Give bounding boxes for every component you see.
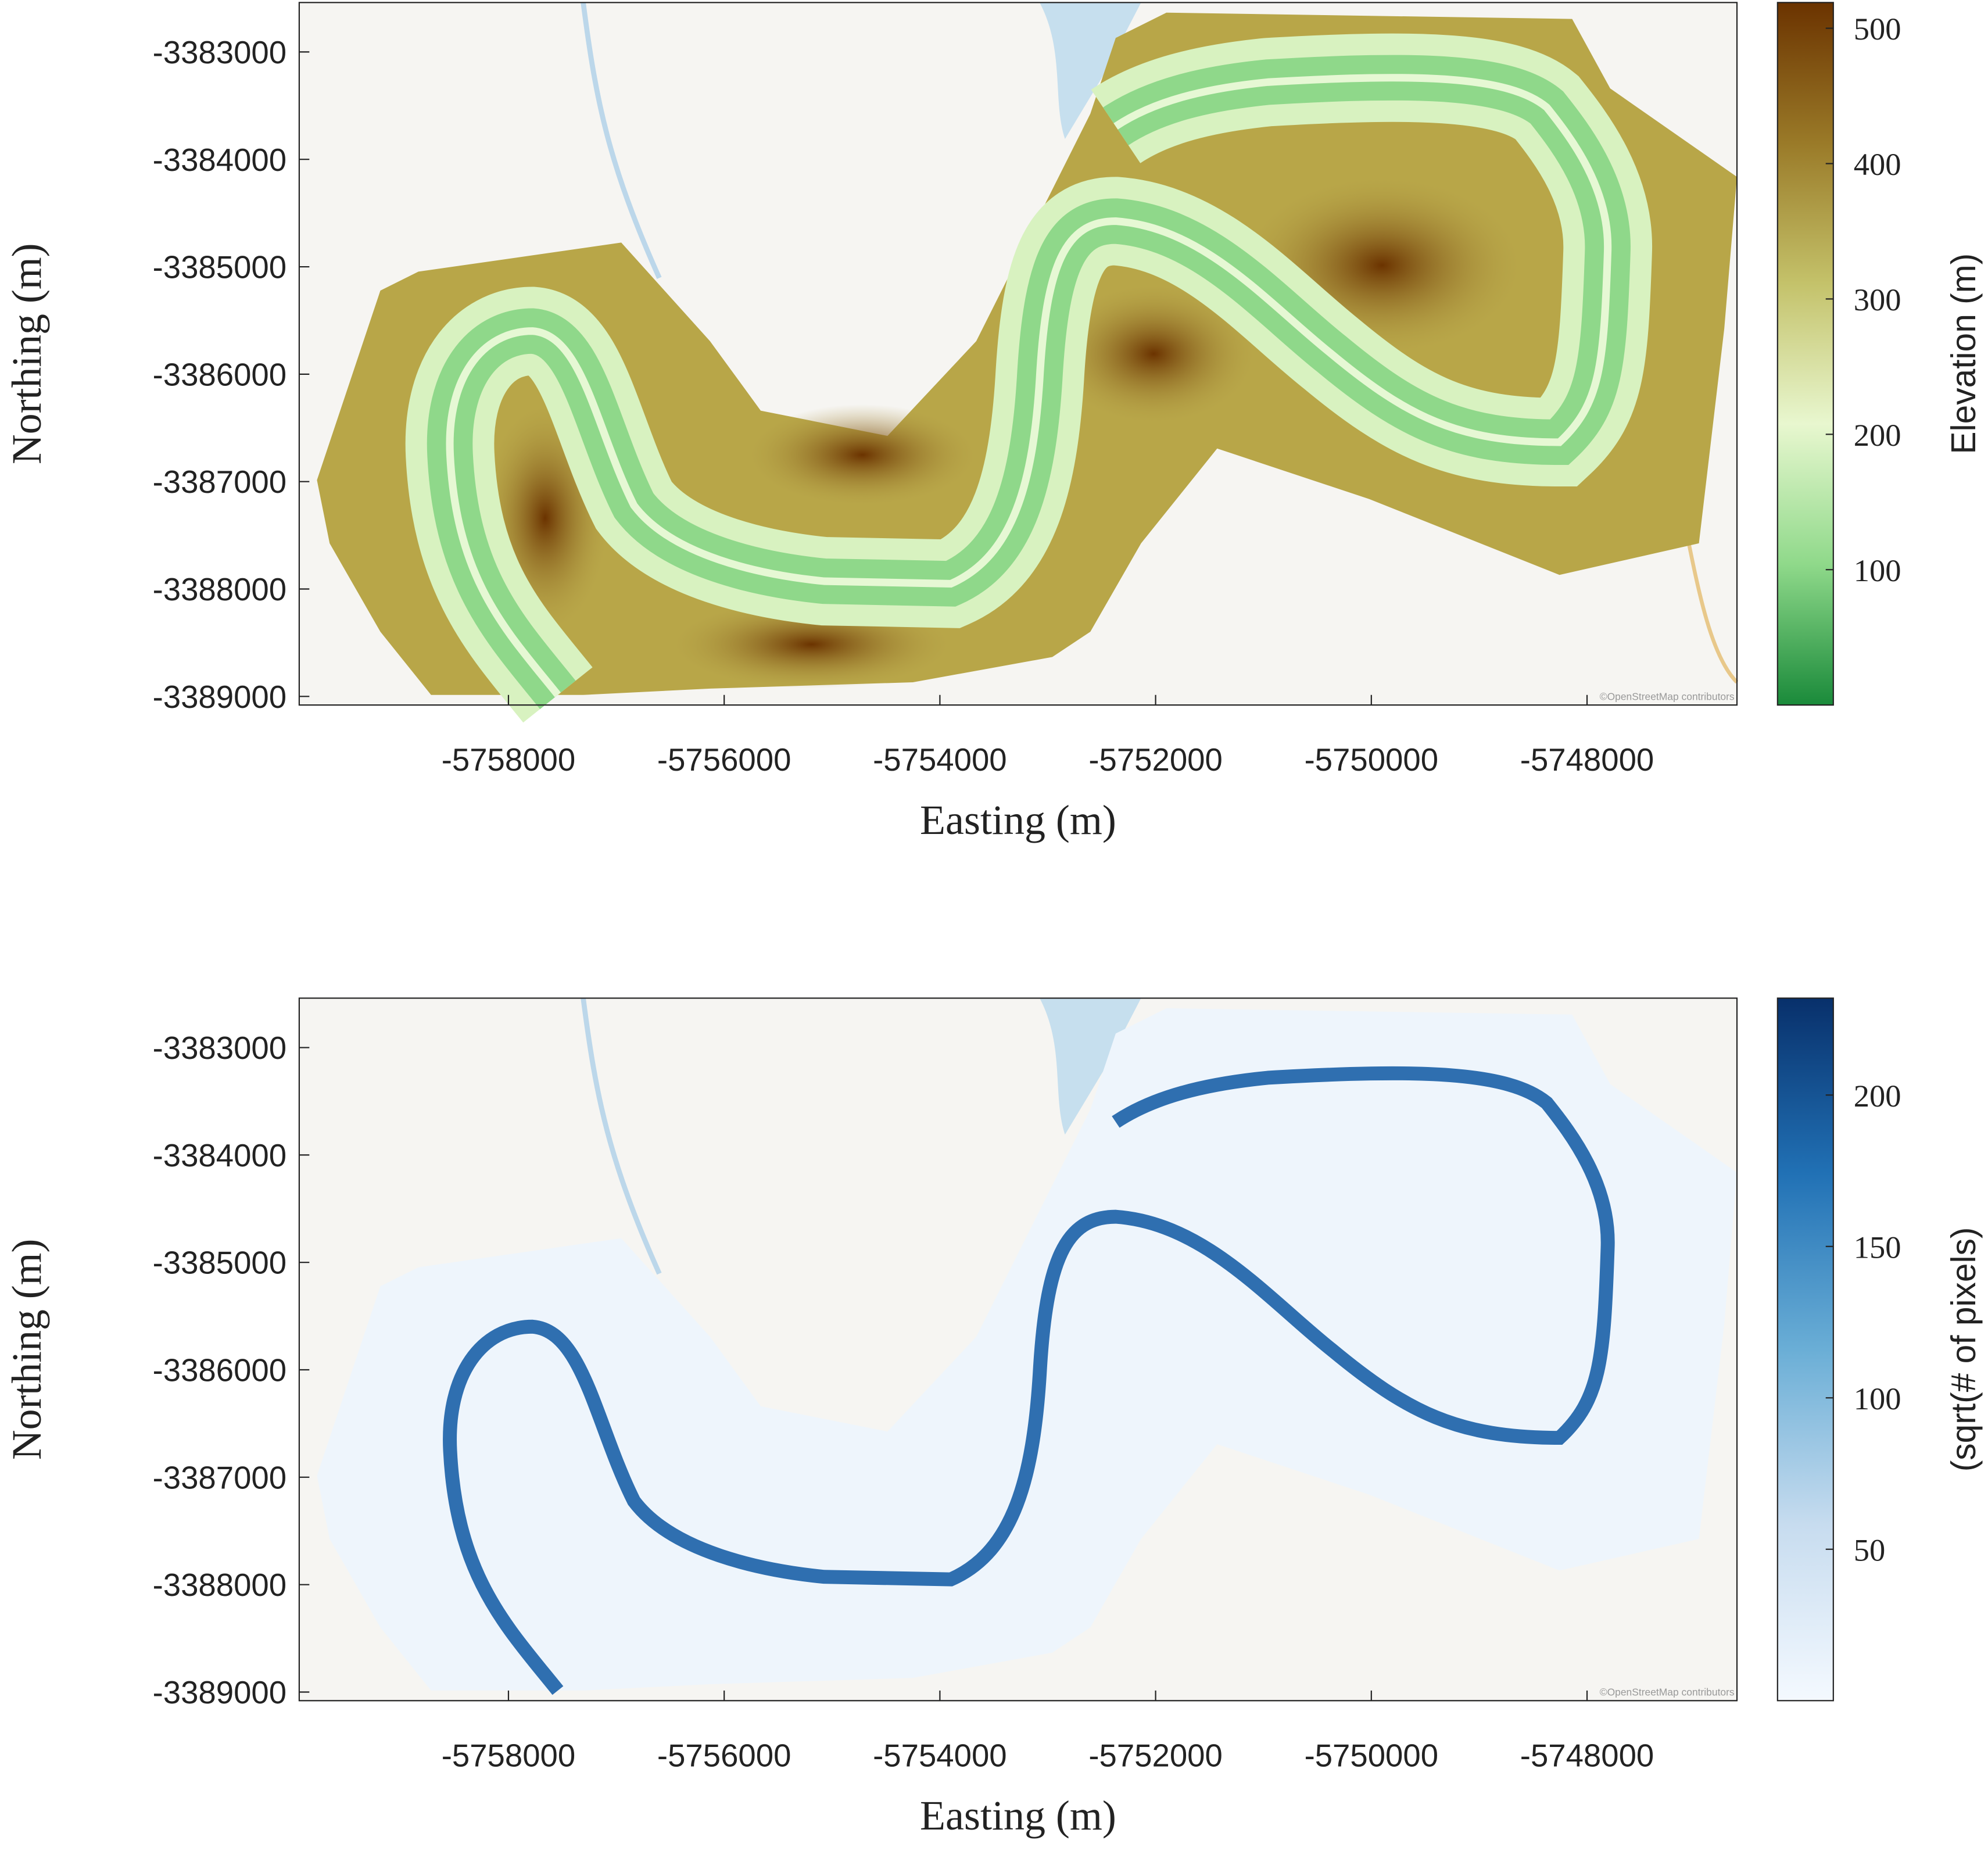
y-tick-label: -3383000 — [153, 35, 286, 70]
y-tick-label: -3389000 — [153, 1675, 286, 1710]
colorbar-label: (sqrt(# of pixels) — [1945, 1227, 1983, 1472]
y-tick-label: -3384000 — [153, 142, 286, 178]
x-tick-label: -5754000 — [873, 1738, 1006, 1773]
colorbar-tick-label: 200 — [1854, 417, 1901, 453]
x-tick-label: -5750000 — [1305, 742, 1438, 778]
y-tick-label: -3385000 — [153, 250, 286, 285]
basemap — [299, 2, 1739, 705]
x-tick-label: -5758000 — [442, 1738, 575, 1773]
x-axis-label: Easting (m) — [920, 797, 1116, 843]
x-tick-label: -5748000 — [1520, 1738, 1654, 1773]
x-tick-label: -5754000 — [873, 742, 1006, 778]
basemap — [299, 997, 1738, 1702]
y-tick-label: -3384000 — [153, 1138, 286, 1173]
x-tick-label: -5756000 — [657, 1738, 791, 1773]
y-tick-label: -3388000 — [153, 1567, 286, 1603]
colorbar-tick-label: 100 — [1854, 553, 1901, 588]
colorbar — [1776, 997, 1834, 1702]
plot-frame — [298, 997, 1738, 1702]
colorbar-tick-label: 50 — [1854, 1532, 1886, 1567]
x-tick-label: -5756000 — [657, 742, 791, 778]
x-axis-label: Easting (m) — [920, 1792, 1116, 1839]
y-tick-label: -3385000 — [153, 1245, 286, 1281]
colorbar-tick-label: 150 — [1854, 1229, 1901, 1265]
colorbar-tick-label: 400 — [1854, 146, 1901, 182]
y-tick-label: -3387000 — [153, 464, 286, 500]
x-tick-label: -5748000 — [1520, 742, 1654, 778]
colorbar-tick-label: 500 — [1854, 11, 1901, 46]
y-tick-label: -3388000 — [153, 572, 286, 607]
y-tick-label: -3383000 — [153, 1030, 286, 1066]
colorbar-tick-label: 300 — [1854, 282, 1901, 317]
x-tick-label: -5750000 — [1305, 1738, 1438, 1773]
x-tick-label: -5752000 — [1088, 1738, 1222, 1773]
plot-frame — [298, 2, 1738, 706]
y-axis-label: Northing (m) — [3, 1239, 50, 1460]
attribution: ©OpenStreetMap contributors — [1600, 1687, 1735, 1698]
colorbar-label: Elevation (m) — [1945, 253, 1983, 454]
y-axis-label: Northing (m) — [3, 243, 50, 464]
y-tick-label: -3386000 — [153, 1353, 286, 1388]
y-tick-label: -3387000 — [153, 1460, 286, 1495]
colorbar-tick-label: 200 — [1854, 1078, 1901, 1114]
colorbar — [1776, 2, 1834, 706]
attribution: ©OpenStreetMap contributors — [1600, 690, 1735, 702]
y-tick-label: -3389000 — [153, 679, 286, 715]
colorbar-tick-label: 100 — [1854, 1381, 1901, 1416]
y-tick-label: -3386000 — [153, 357, 286, 393]
x-tick-label: -5752000 — [1088, 742, 1222, 778]
x-tick-label: -5758000 — [442, 742, 575, 778]
